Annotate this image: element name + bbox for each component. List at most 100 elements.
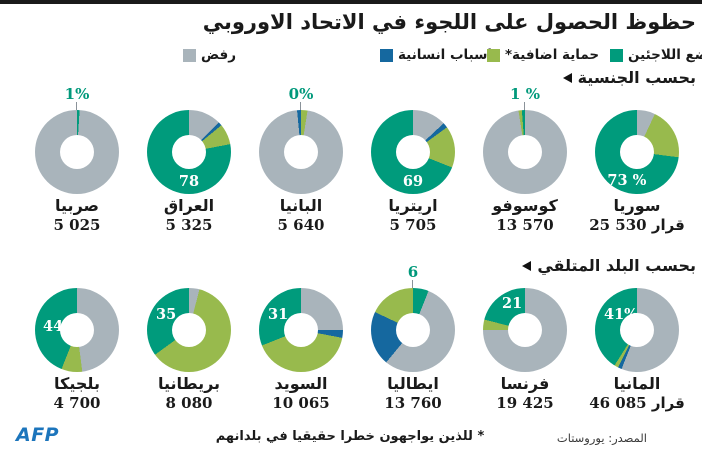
country-label: صربيا	[55, 196, 99, 215]
country-label: فرنسا	[500, 374, 550, 393]
donut-chart: 1 % كوسوفو 13 570	[469, 86, 581, 236]
rejection-swatch-icon	[183, 48, 196, 62]
decision-count: 19 425	[496, 394, 554, 412]
decision-count: 5 325	[165, 216, 213, 234]
triangle-left-icon	[522, 260, 532, 271]
legend-label: رفض	[201, 47, 237, 63]
charts-row-by-receiving-country: 44 بلجيكا 4 700 35 بريطانيا 8 080 31 السويد 10 0…	[21, 264, 693, 414]
donut-chart: 1% صربيا 5 025	[21, 86, 133, 236]
section-header-by-country: بحسب البلد المتلقي	[522, 256, 696, 275]
donut-ring: 21	[483, 288, 567, 372]
afp-logo: AFP	[16, 424, 60, 446]
donut-chart: 0% البانيا 5 640	[245, 86, 357, 236]
country-label: البانيا	[279, 196, 323, 215]
percent-callout: 1 %	[510, 85, 540, 103]
refugee-swatch-icon	[610, 48, 623, 62]
decision-count: 5 025	[53, 216, 101, 234]
donut-hole	[396, 313, 430, 347]
decision-count: 46 085 قرار	[589, 394, 685, 412]
decision-count: 4 700	[53, 394, 101, 412]
decision-count: 5 640	[277, 216, 325, 234]
donut-chart: 44 بلجيكا 4 700	[21, 264, 133, 414]
legend-item-humanitarian: اسباب انسانية	[380, 47, 492, 63]
donut-ring: 35	[147, 288, 231, 372]
country-label: المانيا	[613, 374, 661, 393]
donut-hole	[284, 135, 318, 169]
decision-count: 10 065	[272, 394, 330, 412]
percent-callout: 1%	[64, 85, 90, 103]
donut-hole	[284, 313, 318, 347]
donut-chart: 21 فرنسا 19 425	[469, 264, 581, 414]
donut-chart: 35 بريطانيا 8 080	[133, 264, 245, 414]
triangle-left-icon	[562, 72, 572, 83]
donut-ring	[259, 110, 343, 194]
decision-count: 8 080	[165, 394, 213, 412]
section-title: بحسب الجنسية	[577, 68, 696, 87]
donut-ring	[371, 288, 455, 372]
protection-swatch-icon	[487, 48, 500, 62]
charts-row-by-nationality: 1% صربيا 5 025 78 العراق 5 325 0% البانيا 5 640 6…	[21, 86, 693, 236]
decision-count: 25 530 قرار	[589, 216, 685, 234]
legend-item-refugee: وضع اللاجئين	[610, 47, 702, 63]
section-title: بحسب البلد المتلقي	[537, 256, 696, 275]
donut-hole	[508, 135, 542, 169]
donut-hole	[60, 313, 94, 347]
donut-ring: 44	[35, 288, 119, 372]
source-credit: المصدر: يوروستات	[556, 431, 647, 445]
donut-hole	[508, 313, 542, 347]
donut-ring: 31	[259, 288, 343, 372]
donut-ring: 78	[147, 110, 231, 194]
top-bar	[0, 0, 702, 4]
donut-hole	[172, 313, 206, 347]
donut-chart: 31 السويد 10 065	[245, 264, 357, 414]
donut-ring: 41%	[595, 288, 679, 372]
decision-count: 13 760	[384, 394, 442, 412]
country-label: سوريا	[613, 196, 661, 215]
callout-line	[412, 280, 413, 289]
country-label: بلجيكا	[54, 374, 100, 393]
country-label: العراق	[163, 196, 215, 215]
decision-count: 5 705	[389, 216, 437, 234]
country-label: ايطاليا	[387, 374, 439, 393]
percent-label: 21	[502, 295, 523, 312]
legend-item-protection: حماية اضافية*	[487, 47, 599, 63]
donut-ring: 69	[371, 110, 455, 194]
donut-hole	[396, 135, 430, 169]
country-label: اريتريا	[388, 196, 438, 215]
donut-chart: 69 اريتريا 5 705	[357, 86, 469, 236]
legend-item-rejection: رفض	[183, 47, 236, 63]
legend-label: حماية اضافية*	[505, 47, 600, 63]
section-header-by-nationality: بحسب الجنسية	[562, 68, 696, 87]
donut-hole	[172, 135, 206, 169]
footnote: * للذين يواجهون خطرا حقيقيا في بلدانهم	[215, 429, 485, 444]
percent-label: 44	[43, 318, 64, 335]
country-label: كوسوفو	[492, 196, 558, 215]
humanitarian-swatch-icon	[380, 48, 393, 62]
donut-chart: 41% المانيا 46 085 قرار	[581, 264, 693, 414]
decision-count: 13 570	[496, 216, 554, 234]
percent-label: 69	[402, 173, 424, 190]
percent-label: 78	[178, 173, 200, 190]
country-label: بريطانيا	[157, 374, 221, 393]
donut-chart: 6 ايطاليا 13 760	[357, 264, 469, 414]
donut-chart: 73 % سوريا 25 530 قرار	[581, 86, 693, 236]
percent-label: 31	[268, 306, 289, 323]
page-title: حظوظ الحصول على اللجوء في الاتحاد الاورو…	[202, 10, 696, 34]
donut-hole	[620, 313, 654, 347]
donut-hole	[60, 135, 94, 169]
percent-label: 35	[156, 306, 177, 323]
legend-label: وضع اللاجئين	[628, 47, 702, 63]
country-label: السويد	[274, 374, 328, 393]
percent-label: 41%	[604, 306, 638, 323]
callout-line	[300, 102, 301, 111]
callout-line	[76, 102, 77, 111]
donut-ring: 73 %	[595, 110, 679, 194]
donut-ring	[483, 110, 567, 194]
donut-chart: 78 العراق 5 325	[133, 86, 245, 236]
percent-callout: 0%	[288, 85, 314, 103]
percent-callout: 6	[407, 263, 419, 281]
percent-label: 73 %	[607, 172, 647, 189]
donut-hole	[620, 135, 654, 169]
legend-label: اسباب انسانية	[398, 47, 493, 63]
